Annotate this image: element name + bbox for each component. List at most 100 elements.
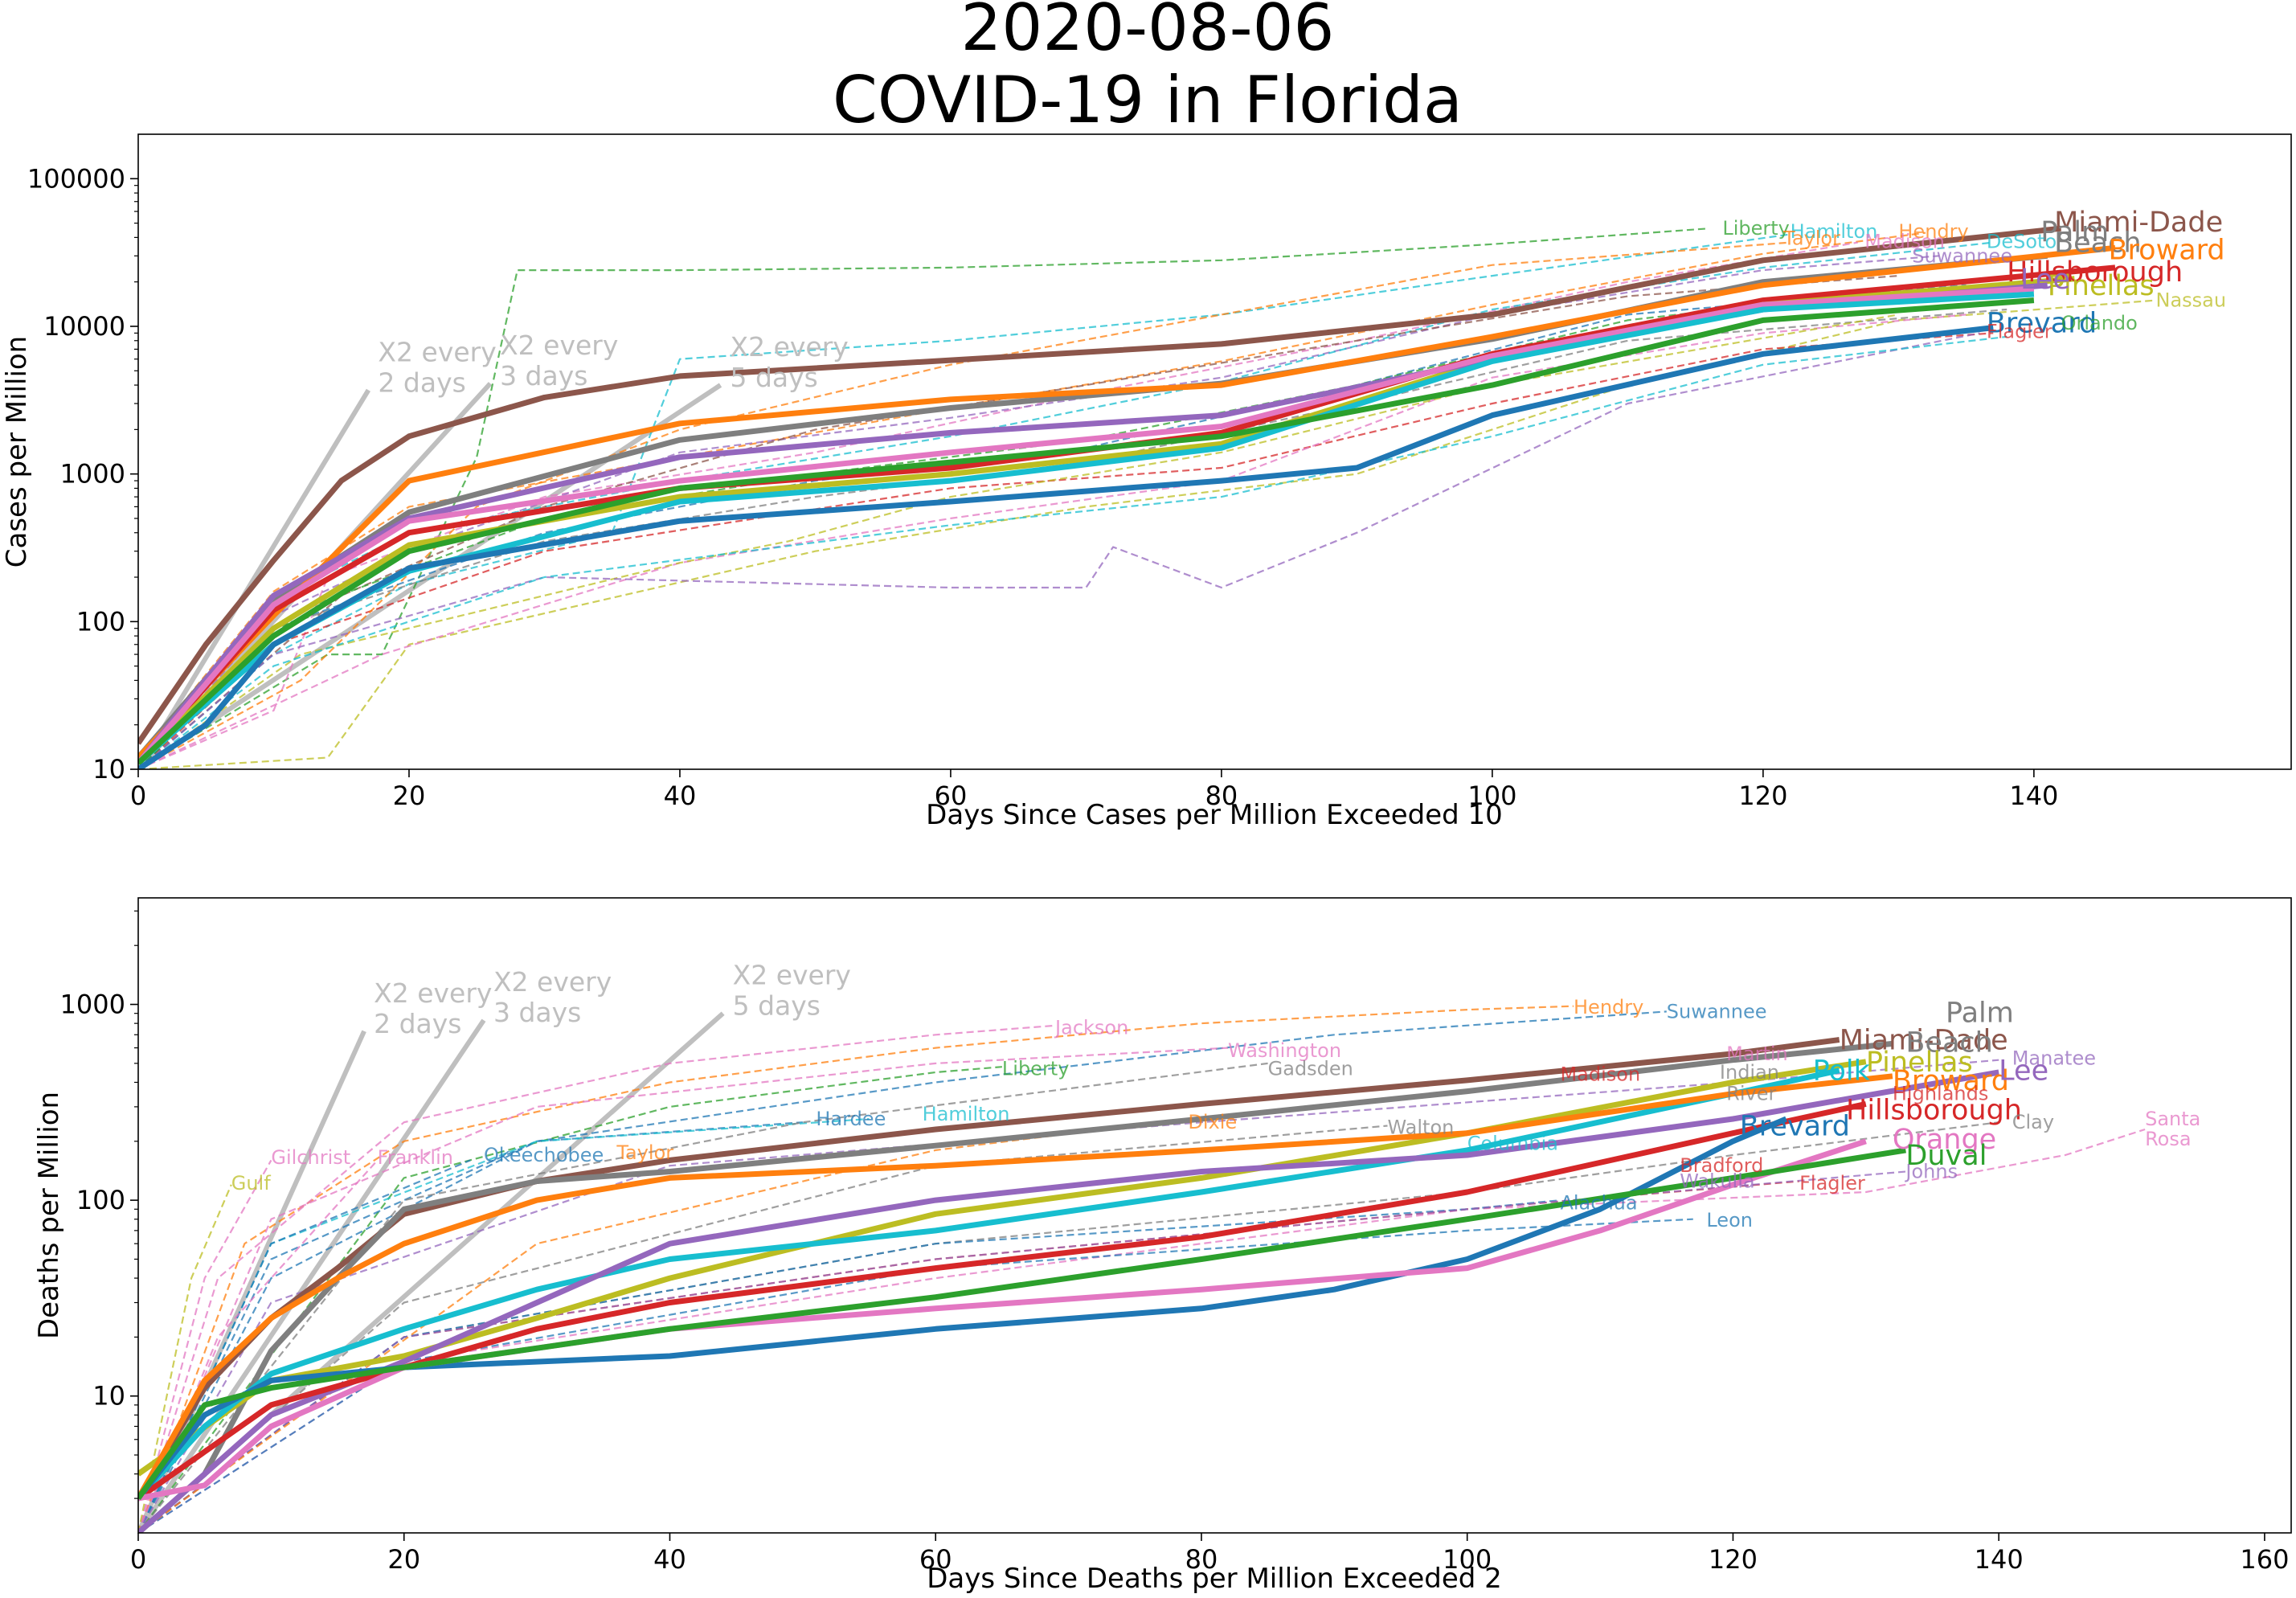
cases-y-tick-label: 10 [92,754,125,785]
cases-series-walton [138,313,1967,769]
deaths-series-label-highlands: Highlands [1893,1083,1988,1105]
deaths-series-suwannee [138,1010,1667,1533]
cases-y-tick-label: 100000 [27,163,125,194]
deaths-series-label-rosa: Rosa [2145,1128,2192,1150]
cases-series-label-hamilton: Hamilton [1791,220,1878,243]
deaths-reference-label-3-line2: 5 days [733,990,821,1022]
deaths-series-label-leon: Leon [1706,1209,1753,1231]
cases-series-nassau [138,299,2156,769]
cases-series-alachua [138,332,1980,769]
cases-series-label-lee: Lee [2020,264,2070,296]
deaths-series-hillsborough [138,1100,1867,1501]
cases-ticks: 0 20 40 60 80 100 120 140 10 100 1000 10000 100000 [27,163,2059,811]
deaths-series-label-brevard: Brevard [1740,1111,1850,1143]
deaths-series-label-clay: Clay [2012,1111,2054,1133]
cases-reference-label-1-line1: X2 every [378,336,496,367]
deaths-reference-label-2-line2: 3 days [493,997,581,1028]
deaths-series-label-washington: Washington [1228,1039,1341,1062]
deaths-x-axis-label: Days Since Deaths per Million Exceeded 2 [927,1563,1502,1595]
deaths-series-washington [138,1047,1229,1533]
cases-series-label-suwannee: Suwannee [1912,244,2012,267]
deaths-series-label-martin: Martin [1726,1043,1788,1065]
deaths-series-label-polk: Polk [1813,1055,1871,1088]
cases-series-label-nassau: Nassau [2156,289,2227,312]
cases-series-madison [138,241,1858,769]
deaths-series-broward [138,1073,1893,1500]
cases-reference-label-3-line1: X2 every [731,331,849,363]
cases-series-label-beach: Beach [2054,227,2141,260]
deaths-axes-frame [137,897,2292,1534]
cases-series-label-flagler: Flagler [1987,321,2052,343]
deaths-series-label-river: River [1726,1083,1776,1105]
cases-x-tick-label: 140 [2009,781,2058,811]
deaths-series-label-beach: Beach [1905,1027,1992,1059]
deaths-series-label-alachua: Alachua [1560,1191,1637,1214]
deaths-series-label-dixie: Dixie [1188,1111,1237,1133]
cases-series-label-hendry: Hendry [1898,220,1968,243]
cases-series-label-brevard: Brevard [1987,307,2097,339]
cases-x-tick-label: 80 [1205,781,1238,811]
cases-series-brevard [138,325,1994,769]
cases-series-suwannee [138,255,1939,769]
deaths-series-label-suwannee: Suwannee [1667,1000,1767,1022]
deaths-series-label-bradford: Bradford [1680,1154,1763,1177]
deaths-series-label-hamilton: Hamilton [923,1103,1010,1125]
cases-reference-line-1 [138,388,370,769]
cases-x-tick-label: 120 [1738,781,1787,811]
deaths-y-tick-label: 1000 [60,990,125,1020]
deaths-series-label-walton: Walton [1387,1117,1454,1139]
deaths-series-label-palm: Palm [1946,998,2014,1030]
deaths-series-orange [138,1138,1867,1502]
cases-reference-label-2-line1: X2 every [500,330,618,361]
deaths-series-label-wakulla: Wakulla [1680,1170,1754,1193]
cases-reference-line-3 [138,383,722,769]
deaths-y-tick-label: 10 [92,1381,125,1412]
cases-y-tick-label: 10000 [43,311,125,342]
cases-series-flagler [138,332,1994,769]
cases-reference-label-3-line2: 5 days [731,362,818,393]
cases-series-duval [138,297,2035,765]
deaths-y-axis-label: Deaths per Million [33,1092,65,1339]
figure-title-line2: COVID-19 in Florida [833,63,1463,137]
deaths-reference-label-1-line2: 2 days [374,1008,461,1039]
cases-series-miami-dade [138,225,2061,745]
deaths-series-label-madison: Madison [1560,1063,1640,1085]
cases-series-desoto [138,241,1994,769]
deaths-series-label-hardee: Hardee [816,1108,886,1130]
deaths-series-label-manatee: Manatee [2012,1047,2096,1070]
cases-x-tick-label: 60 [935,781,968,811]
deaths-x-tick-label: 120 [1709,1544,1758,1575]
cases-series-jackson [138,275,1899,769]
deaths-series-label-orange: Orange [1893,1124,1996,1156]
deaths-series-label-duval: Duval [1905,1140,1987,1172]
deaths-series-label-franklin: Franklin [378,1146,453,1169]
deaths-series-label-gilchrist: Gilchrist [271,1146,350,1169]
deaths-series-label-okeechobee: Okeechobee [484,1144,604,1166]
cases-x-tick-label: 100 [1467,781,1516,811]
deaths-x-tick-label: 140 [1975,1544,2024,1575]
deaths-series-hardee [138,1121,803,1533]
deaths-series-label-gadsden: Gadsden [1268,1057,1353,1080]
deaths-series-hendry [138,1005,1574,1533]
deaths-series-label-broward: Broward [1893,1065,2009,1097]
cases-y-tick-label: 1000 [60,459,125,490]
cases-series-hillsborough [138,264,2116,765]
figure-title-line1: 2020-08-06 [961,0,1335,65]
cases-series-label-taylor: Taylor [1782,227,1840,249]
cases-series-orange [138,285,2035,765]
deaths-reference-label-2-line1: X2 every [493,966,612,998]
deaths-series-gulf [138,1184,232,1533]
deaths-series-label-pinellas: Pinellas [1866,1047,1973,1079]
deaths-reference-label-1-line1: X2 every [374,977,492,1009]
cases-series-taylor [138,241,1791,769]
deaths-series-palm-beach [138,1040,1893,1533]
deaths-series-label-flagler: Flagler [1799,1172,1865,1194]
deaths-x-tick-label: 80 [1185,1544,1218,1575]
deaths-series-jackson [138,1024,1056,1533]
cases-x-axis-label: Days Since Cases per Million Exceeded 10 [926,799,1503,831]
cases-series-label-broward: Broward [2109,235,2225,267]
deaths-series-label-miami-dade: Miami-Dade [1840,1024,2008,1056]
